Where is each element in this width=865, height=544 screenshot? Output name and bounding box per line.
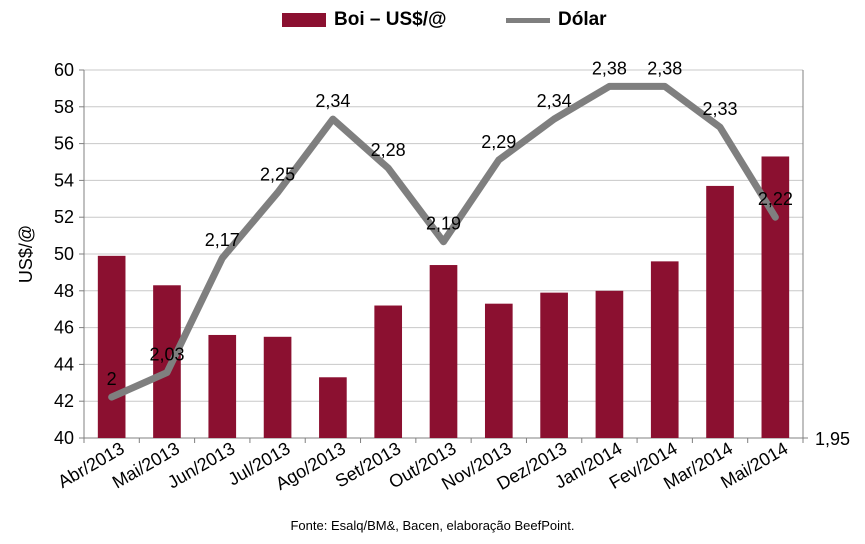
y-tick-label: 60: [54, 60, 74, 80]
bar-7: [484, 303, 513, 438]
legend-line-swatch: [506, 17, 550, 23]
bar-2: [208, 334, 237, 438]
legend-item-dolar: Dólar: [506, 6, 607, 34]
dolar-data-label: 2: [107, 369, 117, 389]
y-tick-label: 46: [54, 318, 74, 338]
bar-4: [319, 377, 347, 438]
bar-6: [429, 265, 458, 438]
dolar-data-label: 2,25: [260, 165, 295, 185]
dolar-data-label: 2,33: [703, 99, 738, 119]
legend-label-dolar: Dólar: [558, 9, 607, 30]
chart-legend: Boi – US$/@ Dólar: [0, 6, 865, 34]
legend-label-boi: Boi – US$/@: [334, 9, 447, 30]
bar-3: [263, 336, 292, 438]
dolar-data-label: 2,34: [537, 91, 572, 111]
combo-chart: 40424446485052545658601,95US$/@Abr/2013M…: [16, 58, 850, 494]
source-note: Fonte: Esalq/BM&, Bacen, elaboração Beef…: [290, 518, 575, 533]
dolar-data-label: 2,19: [426, 214, 461, 234]
bar-0: [97, 255, 126, 438]
dolar-data-label: 2,28: [371, 140, 406, 160]
y-tick-label: 56: [54, 134, 74, 154]
dolar-series-line: [108, 82, 779, 401]
y2-tick-label: 1,95: [815, 429, 850, 449]
dolar-data-label: 2,03: [149, 345, 184, 365]
y-tick-label: 48: [54, 281, 74, 301]
y-tick-label: 50: [54, 244, 74, 264]
bar-11: [706, 185, 734, 438]
dolar-data-label: 2,38: [592, 58, 627, 78]
legend-item-boi: Boi – US$/@: [282, 6, 447, 34]
y-tick-label: 58: [54, 97, 74, 117]
bar-8: [540, 292, 568, 438]
y-tick-label: 40: [54, 428, 74, 448]
bar-1: [153, 285, 181, 438]
bar-10: [650, 261, 679, 438]
bar-5: [374, 305, 403, 438]
legend-bar-swatch: [282, 13, 326, 27]
dolar-data-label: 2,38: [647, 58, 682, 78]
dolar-data-label: 2,22: [758, 189, 793, 209]
y-tick-label: 52: [54, 207, 74, 227]
dolar-data-label: 2,17: [205, 230, 240, 250]
dolar-data-label: 2,34: [315, 91, 350, 111]
y-tick-label: 44: [54, 354, 74, 374]
y-tick-label: 42: [54, 391, 74, 411]
bar-9: [595, 290, 624, 438]
y-axis-title: US$/@: [16, 225, 36, 283]
dolar-data-label: 2,29: [481, 132, 516, 152]
y-tick-label: 54: [54, 170, 74, 190]
